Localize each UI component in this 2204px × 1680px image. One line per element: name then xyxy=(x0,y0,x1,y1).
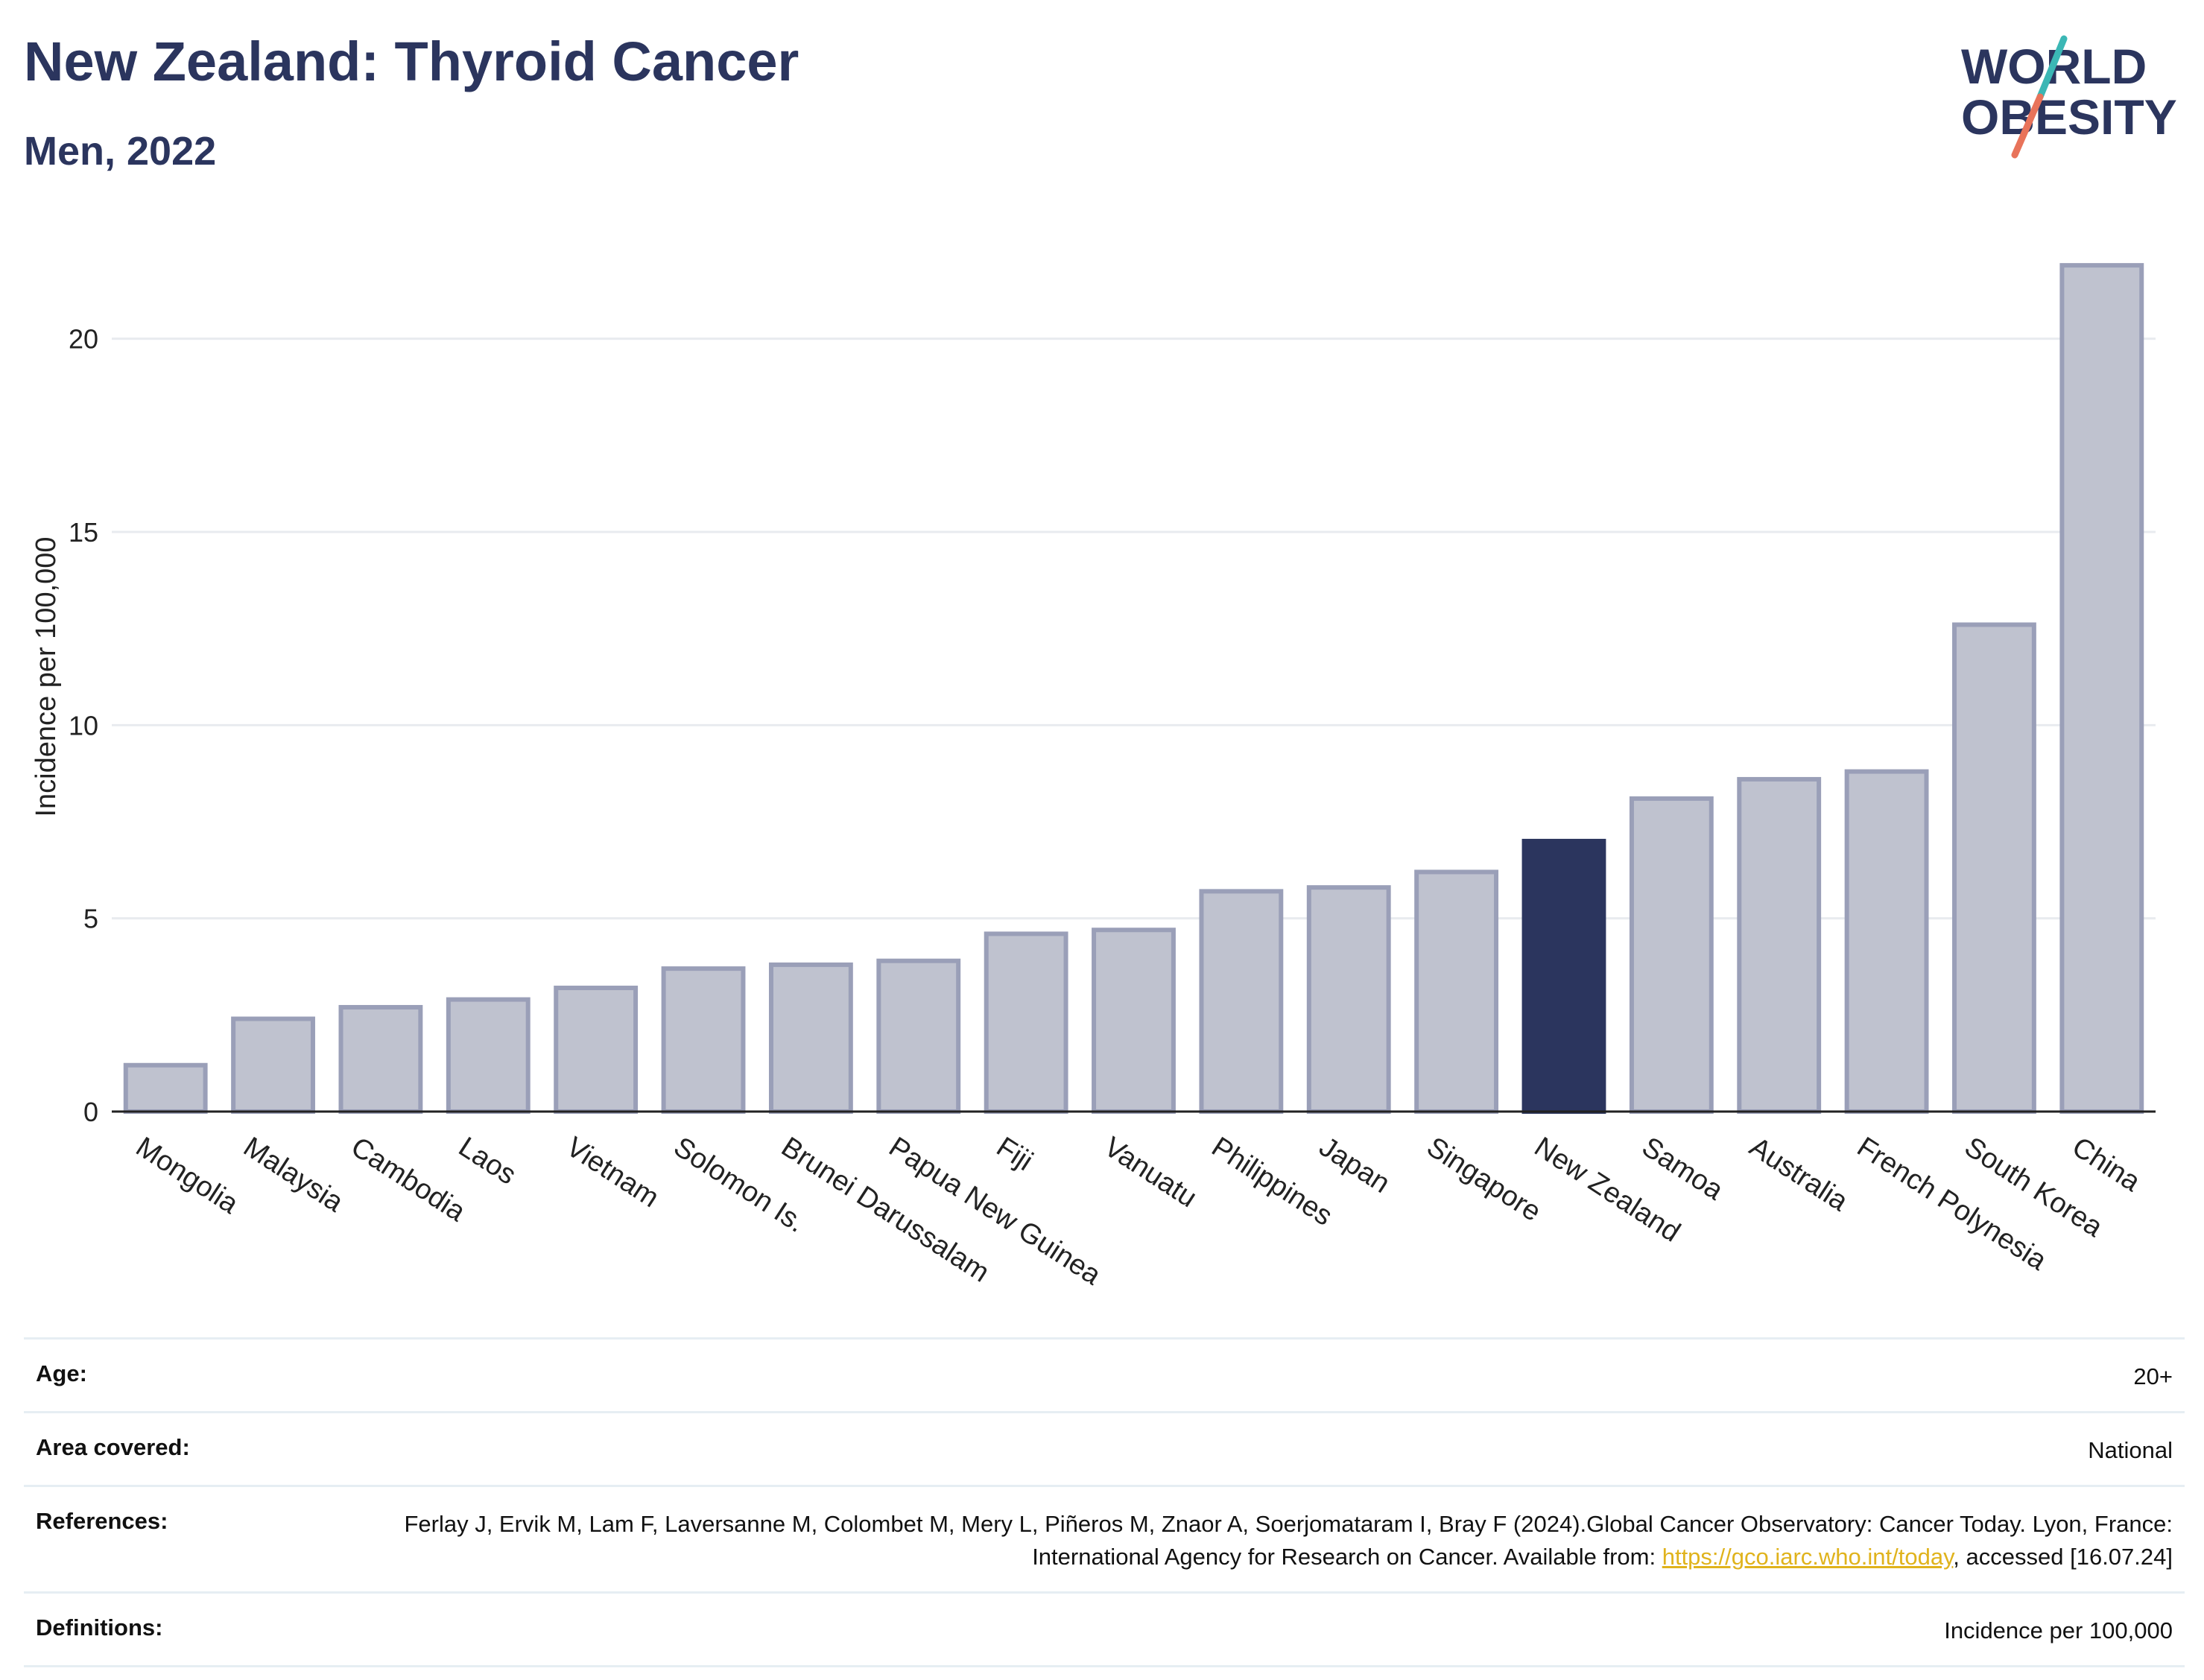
y-tick-label-0: 0 xyxy=(83,1097,98,1127)
bar-mongolia xyxy=(123,1062,208,1115)
meta-area-label: Area covered: xyxy=(36,1434,190,1460)
x-tick-label-philippines: Philippines xyxy=(1206,1131,1338,1232)
x-tick-label-mongolia: Mongolia xyxy=(130,1131,244,1220)
metadata-table: Age: 20+ Area covered: National Referenc… xyxy=(24,1337,2185,1667)
bar-french-polynesia xyxy=(1844,769,1929,1115)
bar-new-zealand xyxy=(1521,838,1606,1115)
x-tick-label-australia: Australia xyxy=(1744,1131,1854,1217)
x-tick-label-laos: Laos xyxy=(453,1131,522,1191)
meta-row-references: References: Ferlay J, Ervik M, Lam F, La… xyxy=(24,1485,2185,1591)
y-axis-label: Incidence per 100,000 xyxy=(31,536,62,817)
bar-japan xyxy=(1306,885,1391,1114)
y-tick-label-10: 10 xyxy=(69,710,98,741)
bar-solomon-is xyxy=(661,966,746,1115)
bar-south-korea xyxy=(1952,622,2036,1114)
bar-cambodia xyxy=(338,1004,423,1114)
x-tick-label-fiji: Fiji xyxy=(991,1131,1039,1177)
meta-definitions-value: Incidence per 100,000 xyxy=(1944,1617,2173,1643)
page-title: New Zealand: Thyroid Cancer xyxy=(24,31,799,92)
meta-references-label: References: xyxy=(36,1508,168,1534)
bar-australia xyxy=(1737,776,1822,1114)
logo-slash-bottom xyxy=(2011,93,2044,159)
references-text: Ferlay J, Ervik M, Lam F, Laversanne M, … xyxy=(404,1511,2173,1570)
page-subtitle: Men, 2022 xyxy=(24,129,217,174)
y-tick-label-20: 20 xyxy=(69,324,98,355)
y-tick-label-15: 15 xyxy=(69,517,98,548)
meta-row-area: Area covered: National xyxy=(24,1411,2185,1485)
bar-fiji xyxy=(984,931,1068,1114)
meta-age-label: Age: xyxy=(36,1360,87,1386)
x-tick-label-japan: Japan xyxy=(1314,1131,1396,1199)
meta-age-value: 20+ xyxy=(2133,1363,2173,1389)
x-tick-label-vanuatu: Vanuatu xyxy=(1098,1131,1202,1214)
meta-row-age: Age: 20+ xyxy=(24,1337,2185,1411)
logo-line-2: OBESITY xyxy=(1961,89,2177,145)
bar-samoa xyxy=(1629,796,1714,1114)
bar-malaysia xyxy=(231,1016,315,1115)
meta-area-value: National xyxy=(2088,1437,2173,1463)
logo-slash-top xyxy=(2036,35,2068,101)
x-tick-label-french-polynesia: French Polynesia xyxy=(1852,1131,2053,1277)
world-obesity-logo: WORLD OBESITY xyxy=(1961,35,2177,159)
x-tick-label-malaysia: Malaysia xyxy=(238,1131,349,1218)
bars xyxy=(123,263,2144,1115)
bar-laos xyxy=(446,997,531,1114)
x-tick-label-cambodia: Cambodia xyxy=(346,1131,472,1228)
meta-references-value: Ferlay J, Ervik M, Lam F, Laversanne M, … xyxy=(384,1508,2173,1573)
references-link[interactable]: https://gco.iarc.who.int/today xyxy=(1662,1544,1954,1570)
meta-row-definitions: Definitions: Incidence per 100,000 xyxy=(24,1591,2185,1667)
x-tick-label-china: China xyxy=(2067,1131,2147,1198)
bar-brunei-darussalam xyxy=(768,962,853,1114)
bar-papua-new-guinea xyxy=(876,958,961,1114)
meta-definitions-label: Definitions: xyxy=(36,1614,163,1641)
bar-philippines xyxy=(1199,889,1284,1114)
references-suffix: , accessed [16.07.24] xyxy=(1953,1544,2173,1570)
bar-vanuatu xyxy=(1092,928,1176,1115)
bar-vietnam xyxy=(554,986,639,1114)
bar-china xyxy=(2059,263,2144,1114)
y-tick-label-5: 5 xyxy=(83,904,98,934)
x-tick-label-singapore: Singapore xyxy=(1421,1131,1546,1228)
x-tick-label-samoa: Samoa xyxy=(1636,1131,1729,1206)
bar-singapore xyxy=(1414,869,1499,1114)
x-tick-label-vietnam: Vietnam xyxy=(560,1131,664,1214)
